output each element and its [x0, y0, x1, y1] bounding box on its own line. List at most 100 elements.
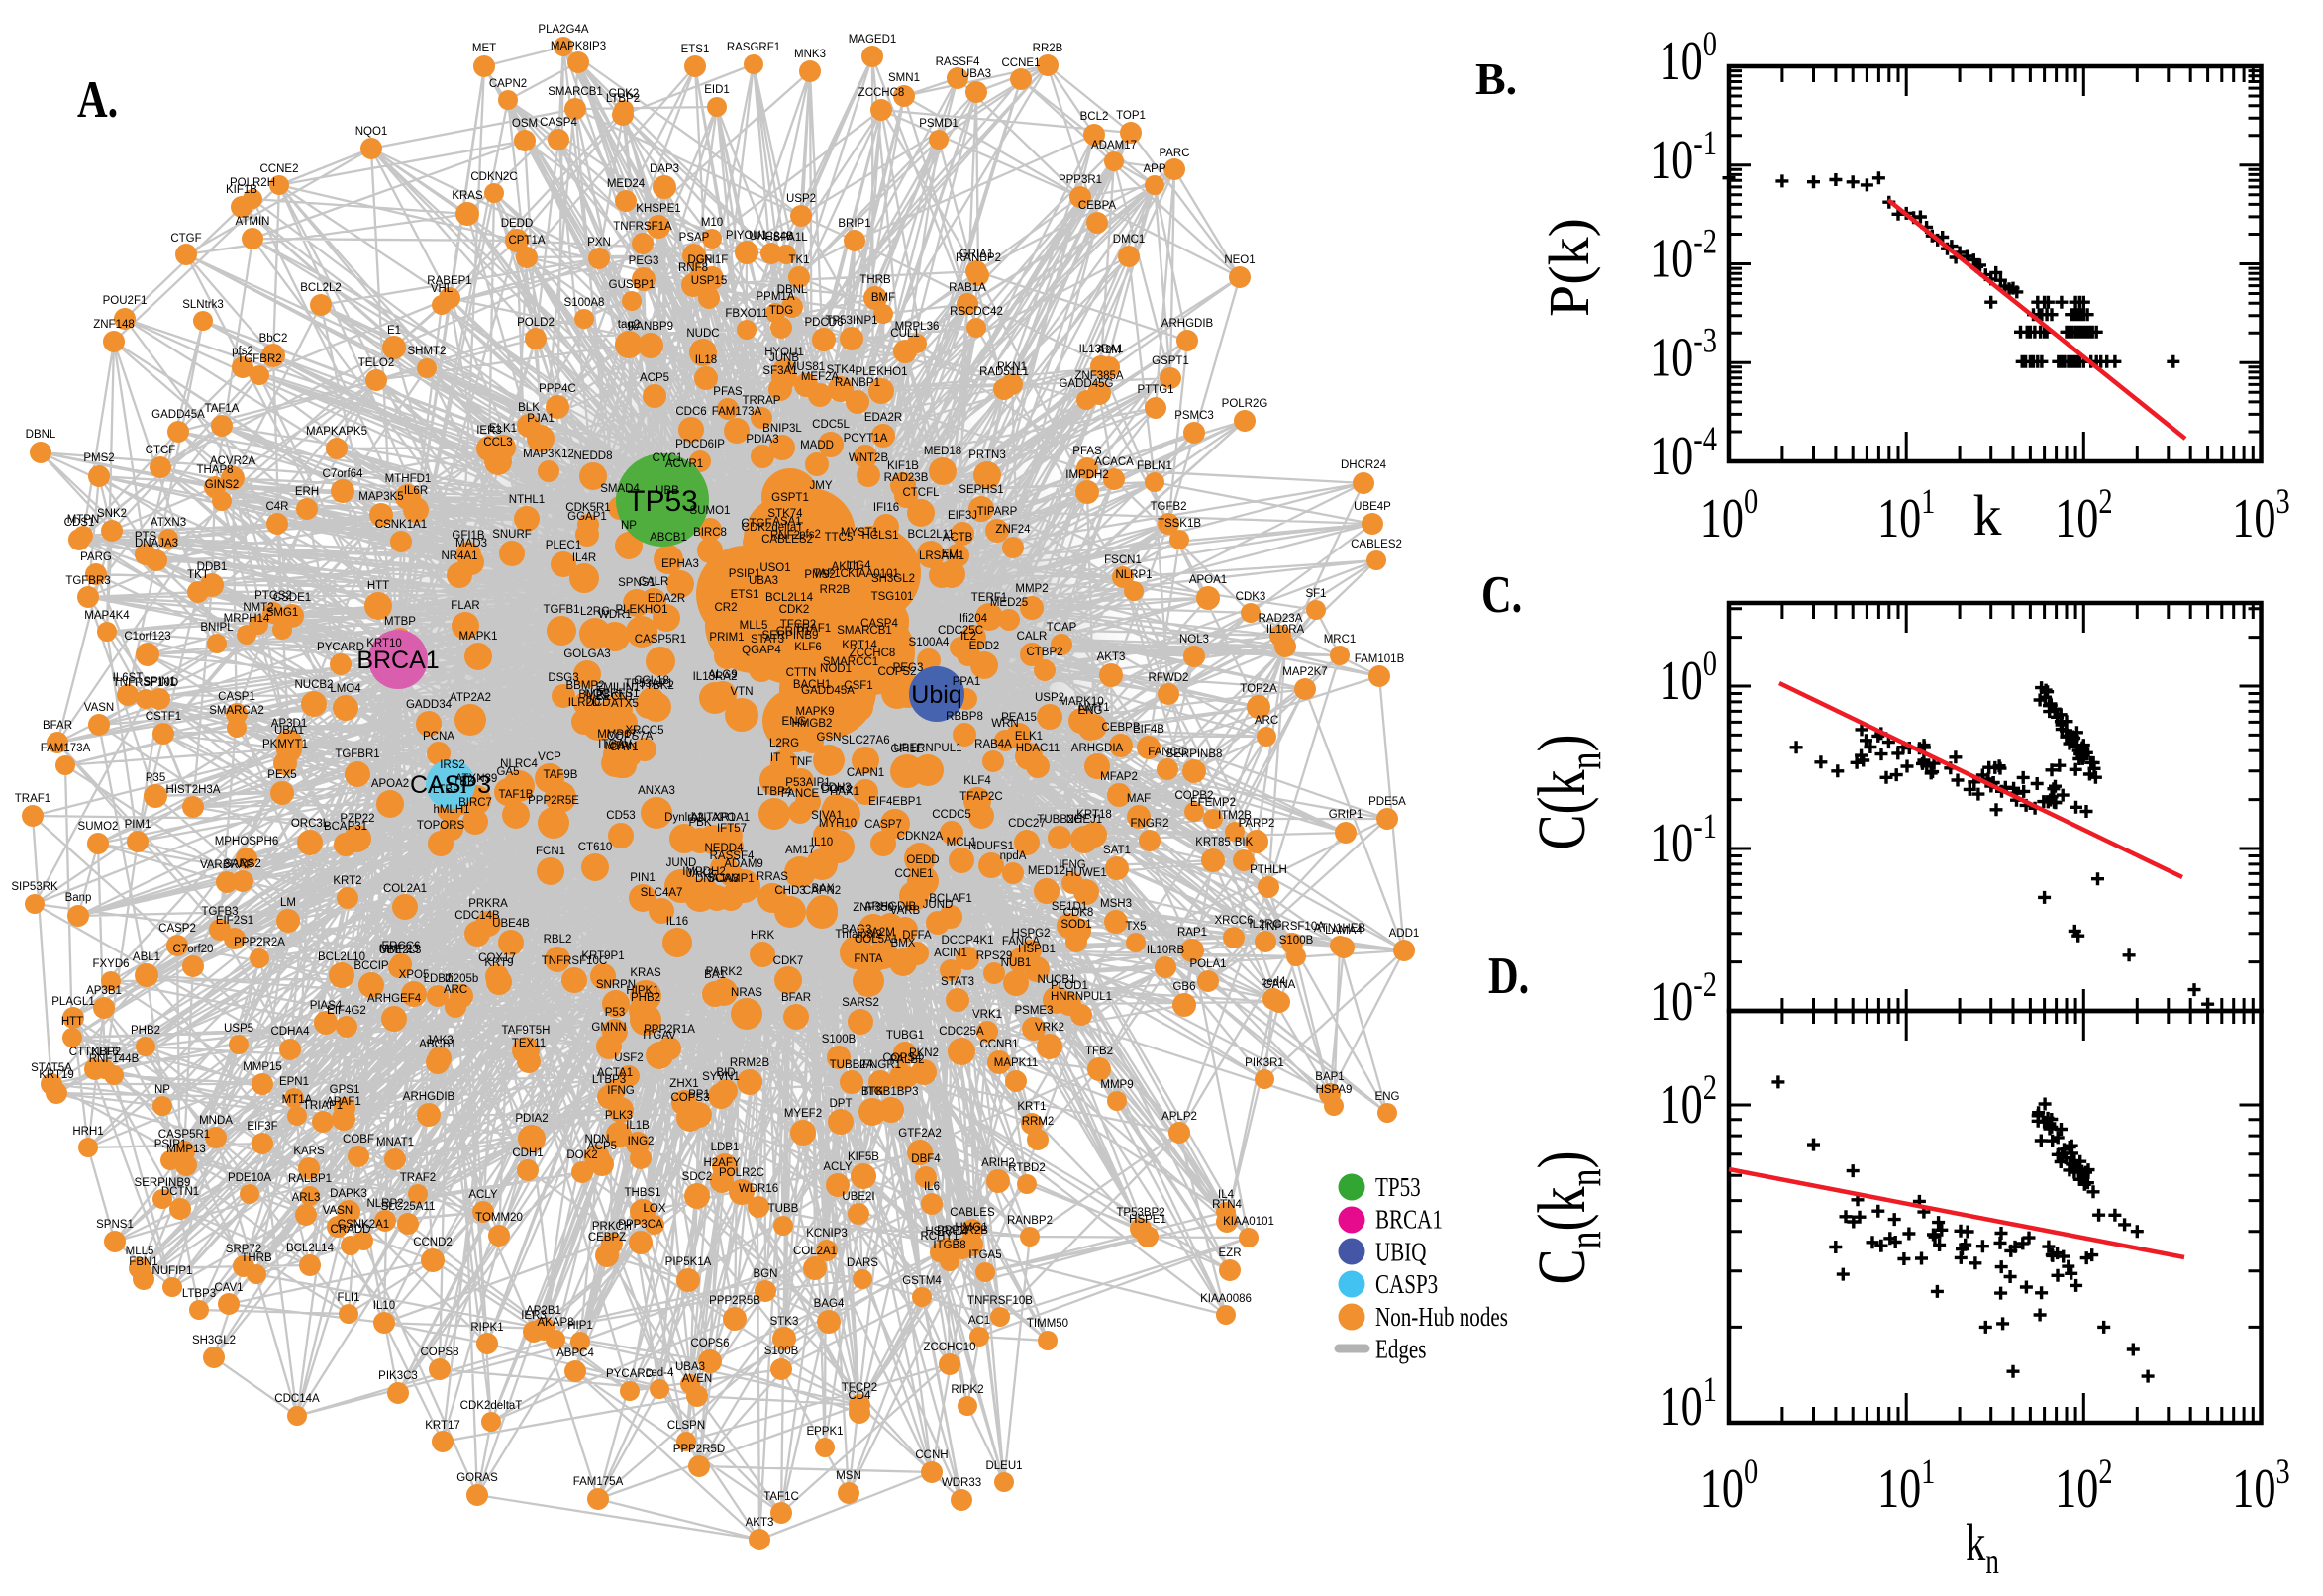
- svg-text:HSPE1: HSPE1: [1129, 1214, 1166, 1226]
- svg-text:MADD: MADD: [800, 440, 834, 451]
- svg-text:C(kn): C(kn): [1525, 735, 1611, 850]
- svg-text:EDA2R: EDA2R: [864, 412, 902, 424]
- svg-text:ABCB1: ABCB1: [650, 532, 687, 544]
- svg-text:NDUFS1: NDUFS1: [968, 841, 1014, 852]
- svg-text:IL10: IL10: [373, 1300, 395, 1312]
- svg-text:A2M: A2M: [871, 927, 895, 939]
- svg-text:103: 103: [2232, 1452, 2289, 1519]
- svg-text:VHL: VHL: [431, 283, 454, 295]
- svg-text:MAPKAPK5: MAPKAPK5: [306, 426, 367, 438]
- svg-text:ITM2B: ITM2B: [1218, 810, 1252, 822]
- svg-text:GADD34: GADD34: [406, 699, 453, 711]
- svg-text:PIYOU1: PIYOU1: [726, 230, 767, 242]
- svg-text:COBF: COBF: [343, 1134, 374, 1146]
- svg-text:PRIM1: PRIM1: [709, 632, 744, 644]
- svg-text:EPPK1: EPPK1: [806, 1426, 843, 1438]
- svg-text:TRAF1: TRAF1: [15, 793, 50, 805]
- svg-text:NP: NP: [154, 1084, 170, 1096]
- svg-text:ZHX1: ZHX1: [669, 1078, 698, 1090]
- svg-text:HYOU1: HYOU1: [764, 347, 804, 358]
- svg-text:MED24: MED24: [607, 178, 646, 190]
- svg-text:MAPK11: MAPK11: [994, 1057, 1039, 1069]
- svg-text:CYC1: CYC1: [653, 452, 683, 464]
- svg-text:Ubiq: Ubiq: [911, 681, 961, 709]
- svg-text:GGAP1: GGAP1: [567, 511, 607, 523]
- svg-text:KRT17: KRT17: [425, 1420, 460, 1432]
- svg-text:KRT14: KRT14: [842, 640, 877, 651]
- svg-text:DCN: DCN: [688, 254, 713, 266]
- svg-text:ABL1: ABL1: [133, 951, 160, 963]
- svg-text:KLF6: KLF6: [91, 1047, 119, 1058]
- svg-text:BID: BID: [716, 1067, 735, 1079]
- svg-text:MAPK1: MAPK1: [459, 631, 498, 643]
- svg-text:ARL3: ARL3: [292, 1192, 321, 1204]
- svg-text:CCNE1: CCNE1: [895, 868, 934, 880]
- svg-text:CD53: CD53: [606, 810, 635, 822]
- svg-text:CRADD: CRADD: [331, 1224, 371, 1236]
- svg-text:MAGED1: MAGED1: [849, 34, 897, 46]
- svg-text:LOX: LOX: [643, 1203, 665, 1215]
- svg-text:MRPL36: MRPL36: [895, 321, 940, 333]
- svg-text:SMARCC1: SMARCC1: [823, 656, 878, 668]
- svg-text:NHEJ1: NHEJ1: [1066, 814, 1102, 826]
- svg-text:PARK2: PARK2: [706, 966, 743, 978]
- svg-text:BA1: BA1: [704, 969, 726, 981]
- svg-text:FANCA: FANCA: [1002, 936, 1041, 948]
- svg-text:CCL3: CCL3: [483, 437, 512, 449]
- svg-text:MNDA: MNDA: [199, 1115, 233, 1127]
- svg-text:BACH1: BACH1: [793, 679, 831, 691]
- svg-text:PTGS2: PTGS2: [254, 590, 292, 602]
- svg-text:VRK2: VRK2: [1035, 1022, 1064, 1034]
- svg-text:C7orf20: C7orf20: [173, 944, 214, 955]
- svg-text:pfs2: pfs2: [799, 529, 821, 541]
- svg-text:PLEC1: PLEC1: [546, 540, 581, 551]
- svg-text:LTBP3: LTBP3: [592, 1074, 626, 1086]
- svg-text:P35: P35: [146, 772, 165, 784]
- svg-text:HIPK1: HIPK1: [626, 985, 658, 997]
- svg-text:GB6: GB6: [1172, 981, 1195, 993]
- svg-text:ENG: ENG: [782, 716, 807, 728]
- svg-text:TAF1C: TAF1C: [813, 568, 849, 580]
- svg-text:PXN: PXN: [587, 237, 611, 249]
- svg-text:NLRP2: NLRP2: [366, 1198, 403, 1210]
- svg-text:NOD1: NOD1: [820, 663, 852, 675]
- svg-text:CDH3: CDH3: [820, 782, 851, 794]
- svg-text:SERPINB9: SERPINB9: [135, 1177, 191, 1189]
- svg-text:SLC4A7: SLC4A7: [641, 887, 683, 899]
- svg-text:BRCA1: BRCA1: [1375, 1205, 1443, 1235]
- svg-text:BAG4: BAG4: [814, 1298, 845, 1310]
- svg-text:THRB: THRB: [859, 274, 891, 286]
- svg-text:RNF2: RNF2: [770, 530, 800, 542]
- svg-text:BCL2L2: BCL2L2: [300, 282, 342, 294]
- svg-text:TTBK2: TTBK2: [639, 680, 674, 692]
- svg-text:BMX: BMX: [891, 938, 916, 949]
- svg-text:L2RG: L2RG: [580, 606, 610, 618]
- svg-text:LM: LM: [280, 897, 296, 909]
- svg-text:OEDD: OEDD: [906, 854, 939, 866]
- svg-text:BLK: BLK: [518, 402, 540, 414]
- svg-text:SNURF: SNURF: [492, 529, 532, 541]
- svg-text:TOP1: TOP1: [1116, 110, 1146, 122]
- svg-text:JUND: JUND: [923, 899, 954, 911]
- svg-text:TOPORS: TOPORS: [417, 820, 465, 832]
- svg-text:CTGF: CTGF: [741, 518, 771, 530]
- svg-text:PDIA3: PDIA3: [746, 434, 778, 446]
- svg-text:TAF1C: TAF1C: [763, 1491, 799, 1503]
- svg-text:UBE4B: UBE4B: [492, 918, 530, 930]
- svg-text:RASGRF1: RASGRF1: [727, 42, 780, 53]
- svg-text:POLR2G: POLR2G: [1222, 398, 1268, 410]
- svg-text:ATP2A2: ATP2A2: [450, 692, 491, 704]
- svg-text:IL6ST: IL6ST: [113, 672, 144, 684]
- svg-text:MMP9: MMP9: [1100, 1079, 1133, 1091]
- svg-text:CABLES2: CABLES2: [761, 534, 813, 546]
- svg-text:PHB2: PHB2: [631, 992, 660, 1004]
- svg-text:DFFA: DFFA: [902, 930, 932, 942]
- svg-text:PPA1: PPA1: [953, 676, 981, 688]
- svg-text:PRKRA: PRKRA: [468, 898, 508, 910]
- svg-text:IL4R: IL4R: [572, 552, 596, 564]
- svg-text:CLSPN: CLSPN: [667, 1420, 705, 1432]
- svg-text:EIF2S1: EIF2S1: [216, 915, 253, 927]
- svg-text:ZNF24: ZNF24: [995, 524, 1031, 536]
- svg-text:BCCIP: BCCIP: [354, 960, 388, 972]
- svg-text:FLI1: FLI1: [337, 1292, 359, 1304]
